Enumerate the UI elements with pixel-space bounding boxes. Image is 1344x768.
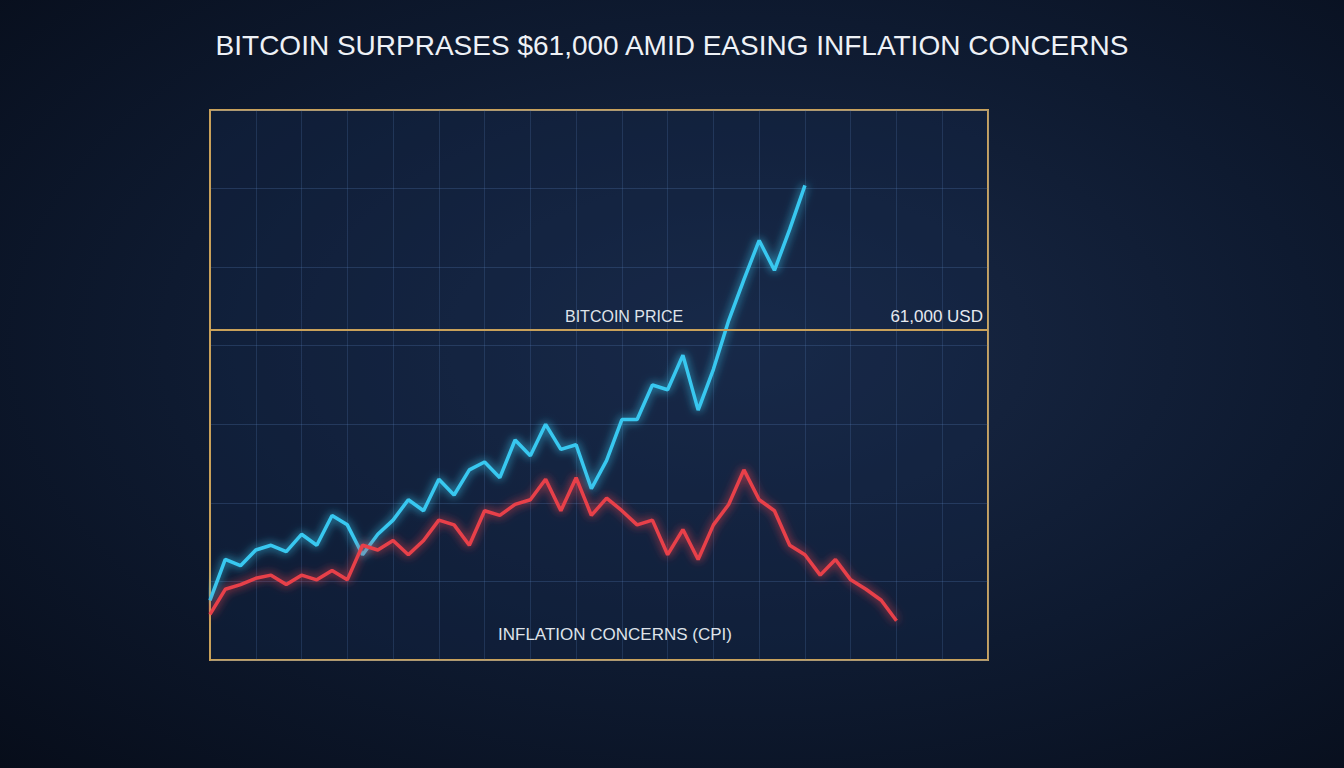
svg-text:61,000 USD: 61,000 USD <box>890 307 983 326</box>
svg-text:BITCOIN SURPRASES $61,000 AMID: BITCOIN SURPRASES $61,000 AMID EASING IN… <box>216 30 1129 61</box>
svg-text:INFLATION CONCERNS (CPI): INFLATION CONCERNS (CPI) <box>498 625 732 644</box>
svg-text:BITCOIN PRICE: BITCOIN PRICE <box>565 308 683 325</box>
